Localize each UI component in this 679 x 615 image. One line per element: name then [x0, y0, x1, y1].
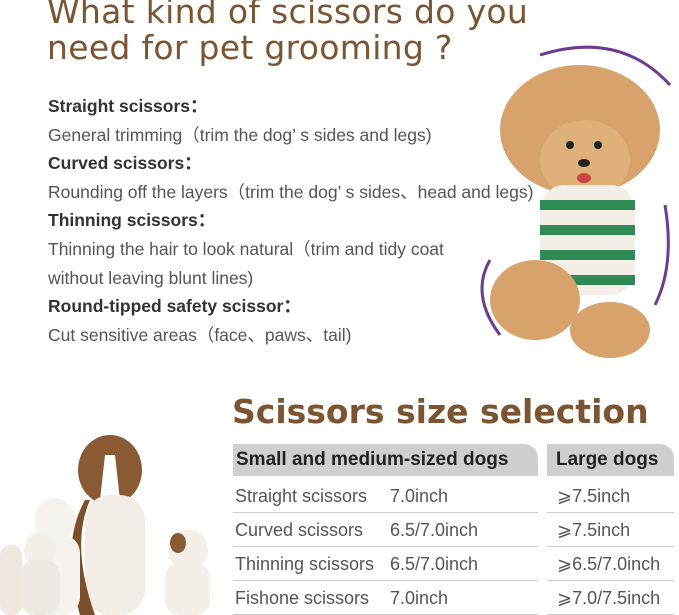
small-size: 7.0inch — [390, 486, 449, 506]
size-row: Thinning scissors 6.5/7.0inch — [233, 547, 538, 581]
guide-safety-desc: Cut sensitive areas（face、paws、tail) — [48, 324, 352, 345]
guide-curved-name: Curved scissors： — [48, 153, 202, 174]
size-row-large: ⩾7.5inch — [547, 513, 674, 547]
guide-thinning-desc-2: without leaving blunt lines) — [48, 267, 254, 288]
size-row: Curved scissors 6.5/7.0inch — [233, 513, 538, 547]
large-size: ⩾6.5/7.0inch — [557, 554, 661, 574]
small-size: 6.5/7.0inch — [390, 520, 479, 540]
scissor-type: Straight scissors — [235, 486, 368, 506]
guide-curved-desc: Rounding off the layers（trim the dog’ s … — [48, 181, 534, 202]
poodle-image — [480, 45, 672, 358]
small-size: 6.5/7.0inch — [390, 554, 479, 574]
large-size: ⩾7.5inch — [557, 486, 631, 506]
guide-thinning-name: Thinning scissors： — [48, 210, 216, 231]
size-row-large: ⩾6.5/7.0inch — [547, 547, 674, 581]
size-row: Fishone scissors 7.0inch — [233, 581, 538, 615]
large-size: ⩾7.5inch — [557, 520, 631, 540]
guide-safety-name: Round-tipped safety scissor： — [48, 296, 301, 317]
guide-straight-desc: General trimming（trim the dog’ s sides a… — [48, 124, 432, 145]
guide-straight-name: Straight scissors： — [48, 96, 208, 116]
scissors-guide: Straight scissors： General trimming（trim… — [48, 92, 534, 349]
page-title: What kind of scissors do you need for pe… — [47, 0, 528, 66]
header-small-medium: Small and medium-sized dogs — [233, 444, 538, 476]
title-line-1: What kind of scissors do you — [47, 0, 529, 31]
scissor-type: Curved scissors — [235, 520, 364, 540]
title-line-2: need for pet grooming ? — [47, 28, 453, 67]
dogs-group-image — [0, 435, 210, 615]
size-section-title: Scissors size selection — [232, 392, 649, 431]
scissor-type: Thinning scissors — [235, 554, 375, 574]
size-row: Straight scissors 7.0inch — [233, 479, 538, 513]
guide-thinning-desc-1: Thinning the hair to look natural（trim a… — [48, 238, 444, 259]
size-row-large: ⩾7.0/7.5inch — [547, 581, 674, 615]
header-large: Large dogs — [547, 444, 674, 476]
large-size: ⩾7.0/7.5inch — [557, 588, 661, 608]
scissor-type: Fishone scissors — [235, 588, 370, 608]
size-row-large: ⩾7.5inch — [547, 479, 674, 513]
small-size: 7.0inch — [390, 588, 449, 608]
